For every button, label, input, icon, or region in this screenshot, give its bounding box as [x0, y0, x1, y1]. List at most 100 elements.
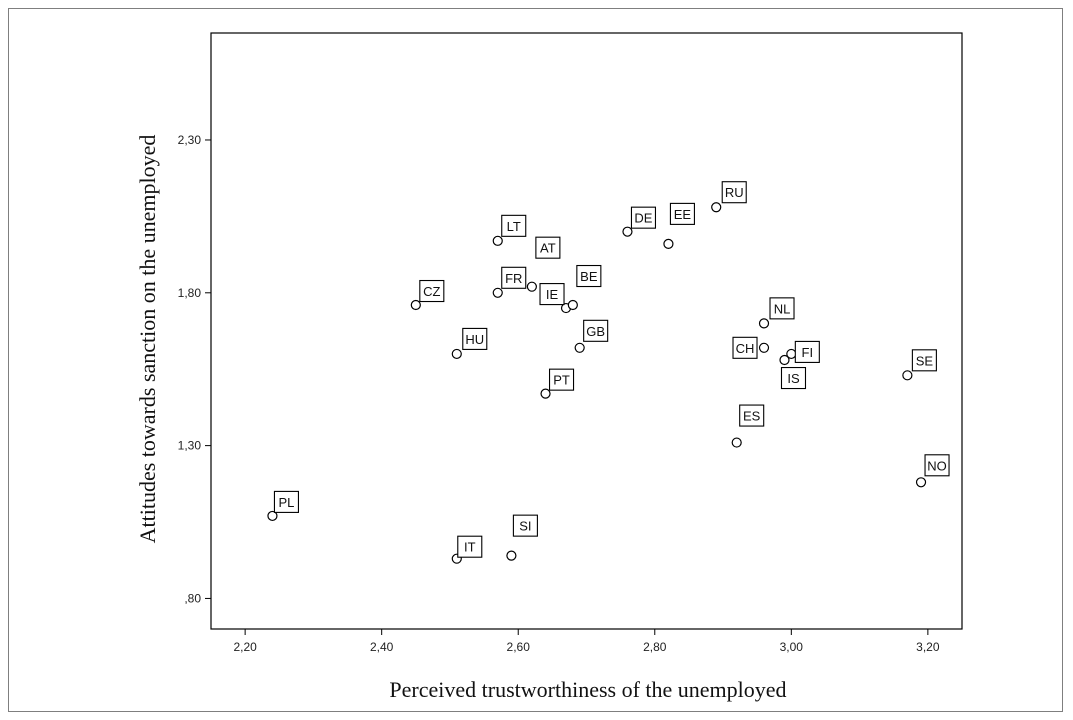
y-tick-label: 1,80 [178, 286, 202, 300]
point-marker [492, 235, 503, 246]
point-nl: NL [758, 297, 795, 329]
point-label: EE [674, 207, 692, 222]
point-marker [915, 477, 927, 488]
figure-frame [8, 8, 1063, 712]
point-marker [567, 299, 578, 311]
point-label: BE [580, 269, 598, 284]
y-tick-label: ,80 [184, 591, 201, 605]
point-label: HU [465, 332, 484, 347]
point-cz: CZ [410, 279, 445, 311]
point-si: SI [506, 514, 538, 561]
point-label: PT [553, 373, 570, 388]
point-ru: RU [711, 181, 747, 213]
point-pl: PL [267, 490, 299, 522]
point-label-box [794, 340, 820, 363]
point-label: LT [507, 219, 521, 234]
point-hu: HU [451, 327, 488, 360]
point-marker [731, 437, 742, 448]
point-ch: CH [732, 336, 770, 359]
point-marker [492, 287, 503, 298]
point-fi: FI [786, 340, 820, 363]
point-label-box [462, 327, 488, 350]
point-label-box [576, 264, 602, 288]
x-tick-label: 2,80 [643, 640, 667, 654]
point-label: PL [278, 495, 294, 510]
point-marker [758, 342, 770, 353]
point-label: IE [546, 287, 559, 302]
point-marker [451, 348, 462, 360]
point-label: NO [927, 458, 947, 473]
point-marker [540, 388, 551, 399]
point-label: CH [736, 341, 755, 356]
point-marker [622, 226, 633, 237]
point-es: ES [731, 404, 765, 448]
point-marker [506, 550, 517, 561]
plot-area [210, 32, 963, 630]
point-label: AT [540, 241, 556, 256]
x-axis-label: Perceived trustworthiness of the unemplo… [389, 677, 786, 702]
point-label: IS [787, 371, 800, 386]
point-label-box [548, 368, 575, 391]
point-be: BE [567, 264, 602, 311]
point-label-box [732, 336, 758, 359]
point-label-box [535, 236, 561, 259]
point-label-box [457, 535, 483, 558]
point-label-box [273, 490, 299, 513]
point-label-box [739, 404, 765, 427]
point-marker [574, 342, 585, 353]
point-se: SE [902, 349, 937, 381]
point-pt: PT [540, 368, 575, 399]
point-is: IS [779, 354, 807, 390]
point-label-box [911, 349, 937, 372]
point-marker [758, 318, 770, 329]
point-label-box [501, 214, 527, 237]
point-label: SI [519, 519, 531, 534]
y-tick-label: 2,30 [178, 133, 202, 147]
point-label-box [512, 514, 538, 537]
point-label: DE [634, 211, 652, 226]
point-label-box [583, 319, 609, 342]
point-no: NO [915, 454, 950, 488]
point-label: RU [725, 185, 744, 200]
point-marker [902, 370, 913, 381]
point-lt: LT [492, 214, 527, 246]
point-ie: IE [539, 283, 572, 314]
point-label-box [769, 297, 795, 320]
point-label-box [539, 283, 565, 306]
x-tick-label: 3,20 [916, 640, 940, 654]
point-label: ES [743, 409, 761, 424]
point-label-box [924, 454, 950, 477]
point-ee: EE [663, 202, 695, 249]
point-label: FI [802, 345, 814, 360]
y-axis-label: Attitudes towards sanction on the unempl… [135, 135, 160, 544]
x-tick-label: 2,60 [507, 640, 531, 654]
point-gb: GB [574, 319, 609, 353]
point-label-box [630, 206, 657, 229]
x-tick-label: 2,20 [233, 640, 257, 654]
x-tick-label: 3,00 [780, 640, 804, 654]
point-label: SE [916, 353, 934, 368]
point-marker [663, 238, 674, 249]
point-label: IT [464, 540, 476, 555]
axis-ticks: 2,20 2,40 2,60 2,80 3,00 3,20 ,80 1,30 1,80 2,30 [178, 133, 940, 654]
point-at: AT [526, 236, 561, 292]
point-fr: FR [492, 266, 527, 298]
point-label-box [669, 202, 695, 225]
point-marker [779, 354, 790, 366]
point-marker [711, 202, 722, 213]
point-marker [410, 299, 421, 311]
x-tick-label: 2,40 [370, 640, 394, 654]
point-marker [267, 510, 278, 522]
point-label: CZ [423, 284, 440, 299]
point-label-box [780, 366, 807, 390]
point-it: IT [451, 535, 483, 564]
point-label: NL [774, 301, 791, 316]
point-label-box [721, 181, 747, 204]
point-de: DE [622, 206, 657, 237]
point-label: FR [505, 271, 522, 286]
point-label-box [501, 266, 527, 289]
point-label-box [419, 279, 445, 303]
point-marker [526, 281, 537, 292]
